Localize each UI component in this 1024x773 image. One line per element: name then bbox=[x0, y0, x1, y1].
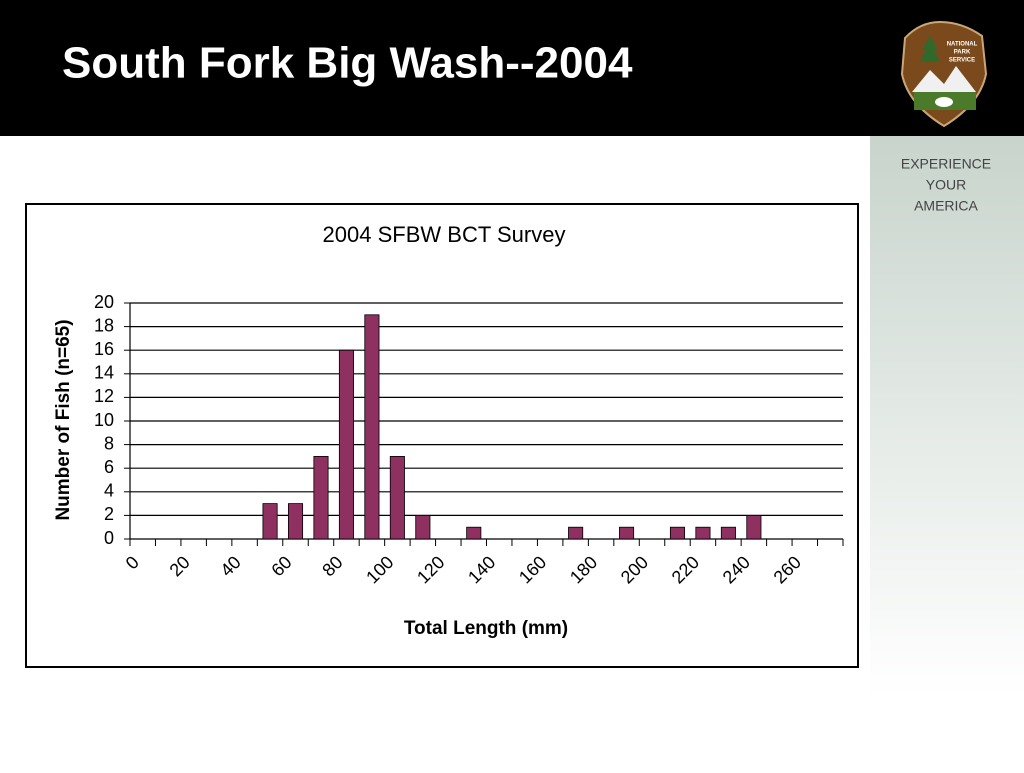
tagline: YOUR bbox=[926, 177, 966, 193]
y-tick-label: 10 bbox=[94, 410, 114, 430]
bar bbox=[669, 526, 686, 540]
bar bbox=[313, 455, 329, 540]
y-tick-label: 16 bbox=[94, 339, 114, 359]
x-axis-title: Total Length (mm) bbox=[404, 618, 568, 639]
bar bbox=[262, 503, 278, 540]
chart-title: 2004 SFBW BCT Survey bbox=[323, 222, 566, 247]
bar bbox=[389, 455, 405, 540]
bar bbox=[695, 526, 711, 540]
y-tick-label: 20 bbox=[94, 292, 114, 312]
y-tick-label: 0 bbox=[104, 528, 114, 548]
y-axis-title: Number of Fish (n=65) bbox=[53, 319, 74, 520]
bar bbox=[619, 526, 635, 540]
header-bar bbox=[0, 0, 1024, 136]
slide-title: South Fork Big Wash--2004 bbox=[62, 39, 633, 88]
bar bbox=[568, 526, 584, 540]
bar bbox=[746, 515, 762, 540]
bar bbox=[364, 314, 380, 540]
y-tick-label: 18 bbox=[94, 315, 114, 335]
logo-text: PARK bbox=[954, 50, 971, 56]
nps-logo: NATIONAL PARK SERVICE bbox=[900, 20, 988, 128]
logo-text: NATIONAL bbox=[947, 42, 978, 48]
logo-text: SERVICE bbox=[949, 58, 975, 64]
bar bbox=[466, 526, 482, 540]
y-tick-label: 6 bbox=[104, 457, 114, 477]
bar bbox=[338, 349, 354, 540]
y-tick-label: 8 bbox=[104, 433, 114, 453]
chart-frame bbox=[25, 203, 859, 668]
bar bbox=[720, 526, 736, 540]
tagline: EXPERIENCE bbox=[901, 156, 991, 172]
bar bbox=[415, 515, 431, 540]
side-panel bbox=[870, 136, 1024, 696]
y-tick-label: 12 bbox=[94, 386, 114, 406]
y-tick-label: 14 bbox=[94, 363, 114, 383]
y-tick-label: 2 bbox=[104, 504, 114, 524]
bar bbox=[287, 503, 304, 540]
y-tick-label: 4 bbox=[104, 481, 114, 501]
tagline: AMERICA bbox=[914, 198, 978, 214]
